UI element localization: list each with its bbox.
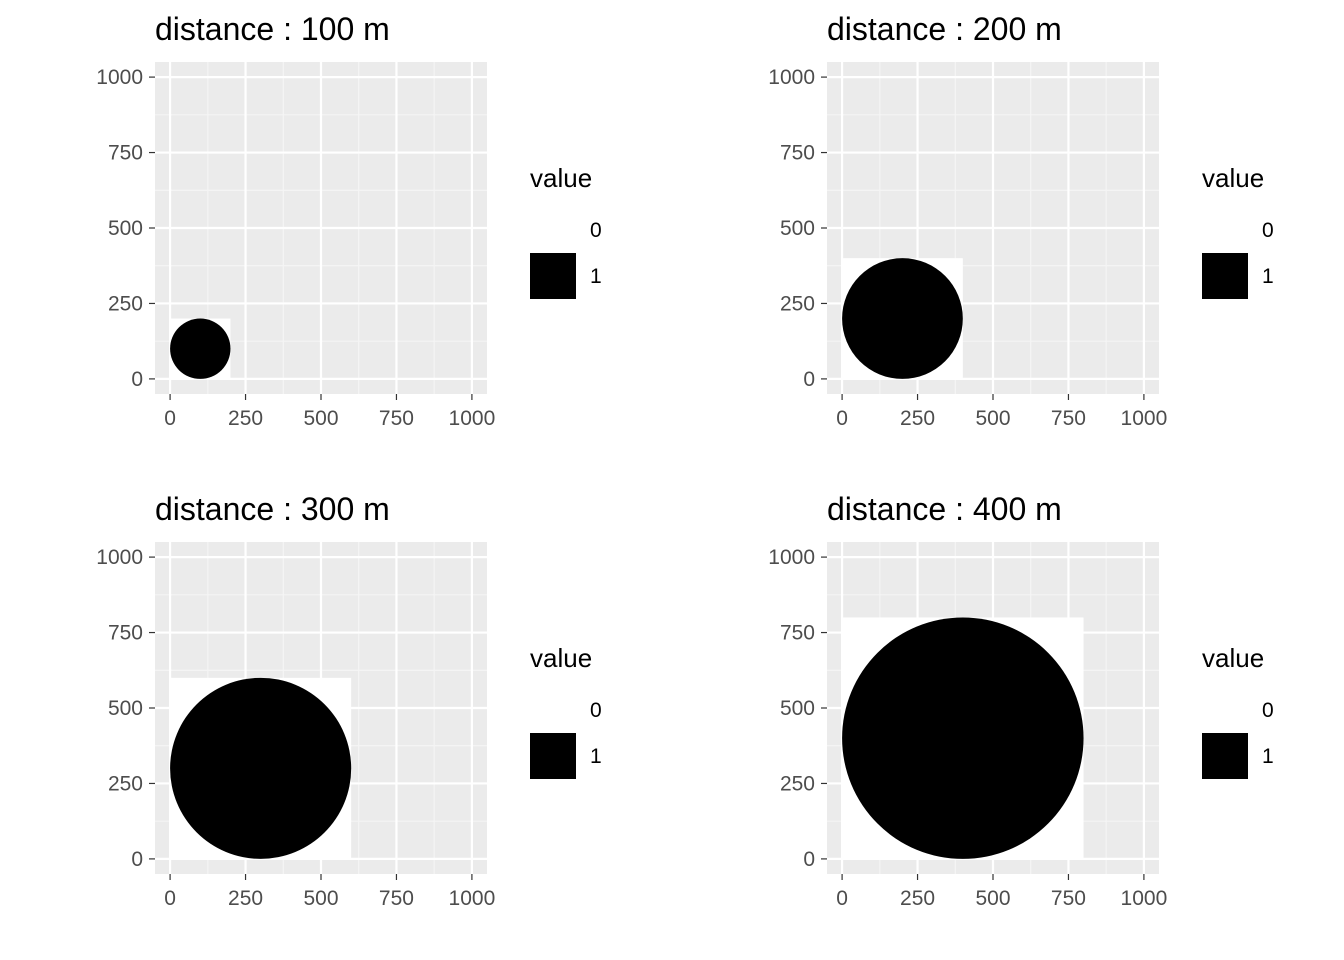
facet-panel-4: distance : 400 m 0 250 500 750 1000 0 250 500 750…: [768, 491, 1273, 910]
y-tick-label: 250: [780, 292, 815, 315]
y-tick-label: 250: [108, 772, 143, 795]
x-tick-label: 250: [900, 887, 935, 910]
raster-circle: [842, 617, 1084, 859]
raster-circle: [842, 258, 963, 379]
y-tick-label: 0: [803, 848, 815, 871]
legend-key-0: [530, 207, 576, 253]
legend: value 0 1: [530, 643, 602, 779]
chart-title: distance : 400 m: [827, 491, 1062, 527]
legend-key-1: [1202, 733, 1248, 779]
x-tick-label: 1000: [1121, 407, 1168, 430]
legend-label: 0: [1262, 219, 1274, 242]
legend-key-1: [1202, 253, 1248, 299]
x-tick-label: 750: [1051, 407, 1086, 430]
legend-key-1: [530, 733, 576, 779]
y-tick-label: 250: [780, 772, 815, 795]
facet-panel-1: distance : 100 m 0 250 500 750 1000 0 250 500 750…: [96, 11, 601, 430]
legend-title: value: [1202, 643, 1264, 673]
y-tick-label: 0: [803, 368, 815, 391]
legend-title: value: [1202, 163, 1264, 193]
legend-label: 0: [1262, 699, 1274, 722]
legend: value 0 1: [1202, 163, 1274, 299]
legend: value 0 1: [530, 163, 602, 299]
x-tick-label: 250: [228, 407, 263, 430]
y-tick-label: 750: [108, 622, 143, 645]
x-tick-label: 500: [303, 407, 338, 430]
y-tick-label: 0: [131, 368, 143, 391]
x-tick-label: 1000: [449, 407, 496, 430]
x-tick-label: 0: [836, 887, 848, 910]
y-tick-label: 250: [108, 292, 143, 315]
raster-circle: [170, 318, 231, 379]
y-tick-label: 500: [108, 697, 143, 720]
legend-label: 1: [1262, 265, 1274, 288]
y-tick-label: 500: [780, 697, 815, 720]
facet-panel-3: distance : 300 m 0 250 500 750 1000 0 250 500 750…: [96, 491, 601, 910]
x-tick-label: 500: [975, 407, 1010, 430]
raster-circle: [170, 677, 352, 859]
legend-title: value: [530, 643, 592, 673]
y-tick-label: 1000: [96, 66, 143, 89]
legend-key-0: [1202, 207, 1248, 253]
y-tick-label: 1000: [96, 546, 143, 569]
y-tick-label: 750: [780, 622, 815, 645]
chart-title: distance : 300 m: [155, 491, 390, 527]
y-tick-label: 500: [780, 217, 815, 240]
x-tick-label: 0: [836, 407, 848, 430]
facet-panel-2: distance : 200 m 0 250 500 750 1000 0 250 500 750…: [768, 11, 1273, 430]
y-tick-label: 1000: [768, 546, 815, 569]
y-tick-label: 750: [780, 142, 815, 165]
legend-key-0: [530, 687, 576, 733]
legend-label: 1: [590, 745, 602, 768]
chart-title: distance : 200 m: [827, 11, 1062, 47]
x-tick-label: 0: [164, 887, 176, 910]
x-tick-label: 750: [1051, 887, 1086, 910]
y-tick-label: 750: [108, 142, 143, 165]
legend-label: 1: [1262, 745, 1274, 768]
legend-key-0: [1202, 687, 1248, 733]
legend: value 0 1: [1202, 643, 1274, 779]
legend-key-1: [530, 253, 576, 299]
x-tick-label: 500: [975, 887, 1010, 910]
legend-label: 0: [590, 699, 602, 722]
x-tick-label: 250: [900, 407, 935, 430]
legend-label: 0: [590, 219, 602, 242]
x-tick-label: 500: [303, 887, 338, 910]
x-tick-label: 0: [164, 407, 176, 430]
x-tick-label: 750: [379, 407, 414, 430]
chart-title: distance : 100 m: [155, 11, 390, 47]
y-tick-label: 0: [131, 848, 143, 871]
y-tick-label: 1000: [768, 66, 815, 89]
y-tick-label: 500: [108, 217, 143, 240]
x-tick-label: 1000: [1121, 887, 1168, 910]
x-tick-label: 1000: [449, 887, 496, 910]
legend-title: value: [530, 163, 592, 193]
legend-label: 1: [590, 265, 602, 288]
x-tick-label: 250: [228, 887, 263, 910]
x-tick-label: 750: [379, 887, 414, 910]
